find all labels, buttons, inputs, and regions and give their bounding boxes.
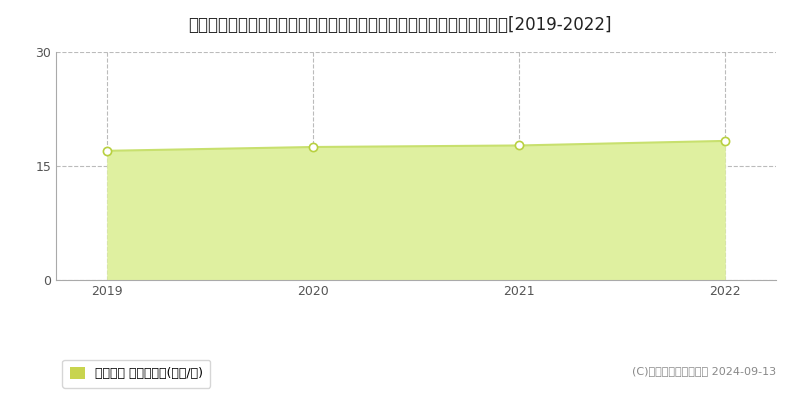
Point xyxy=(513,142,526,149)
Text: (C)土地価格ドットコム 2024-09-13: (C)土地価格ドットコム 2024-09-13 xyxy=(632,366,776,376)
Point xyxy=(718,138,731,144)
Point xyxy=(101,148,114,154)
Legend: 地価公示 平均嵪単価(万円/嵪): 地価公示 平均嵪単価(万円/嵪) xyxy=(62,360,210,388)
Point xyxy=(306,144,319,150)
Text: 北海道札幌市北区筍路３条４丁目３８番５７５外　地価公示　地価推移[2019-2022]: 北海道札幌市北区筍路３条４丁目３８番５７５外 地価公示 地価推移[2019-20… xyxy=(188,16,612,34)
